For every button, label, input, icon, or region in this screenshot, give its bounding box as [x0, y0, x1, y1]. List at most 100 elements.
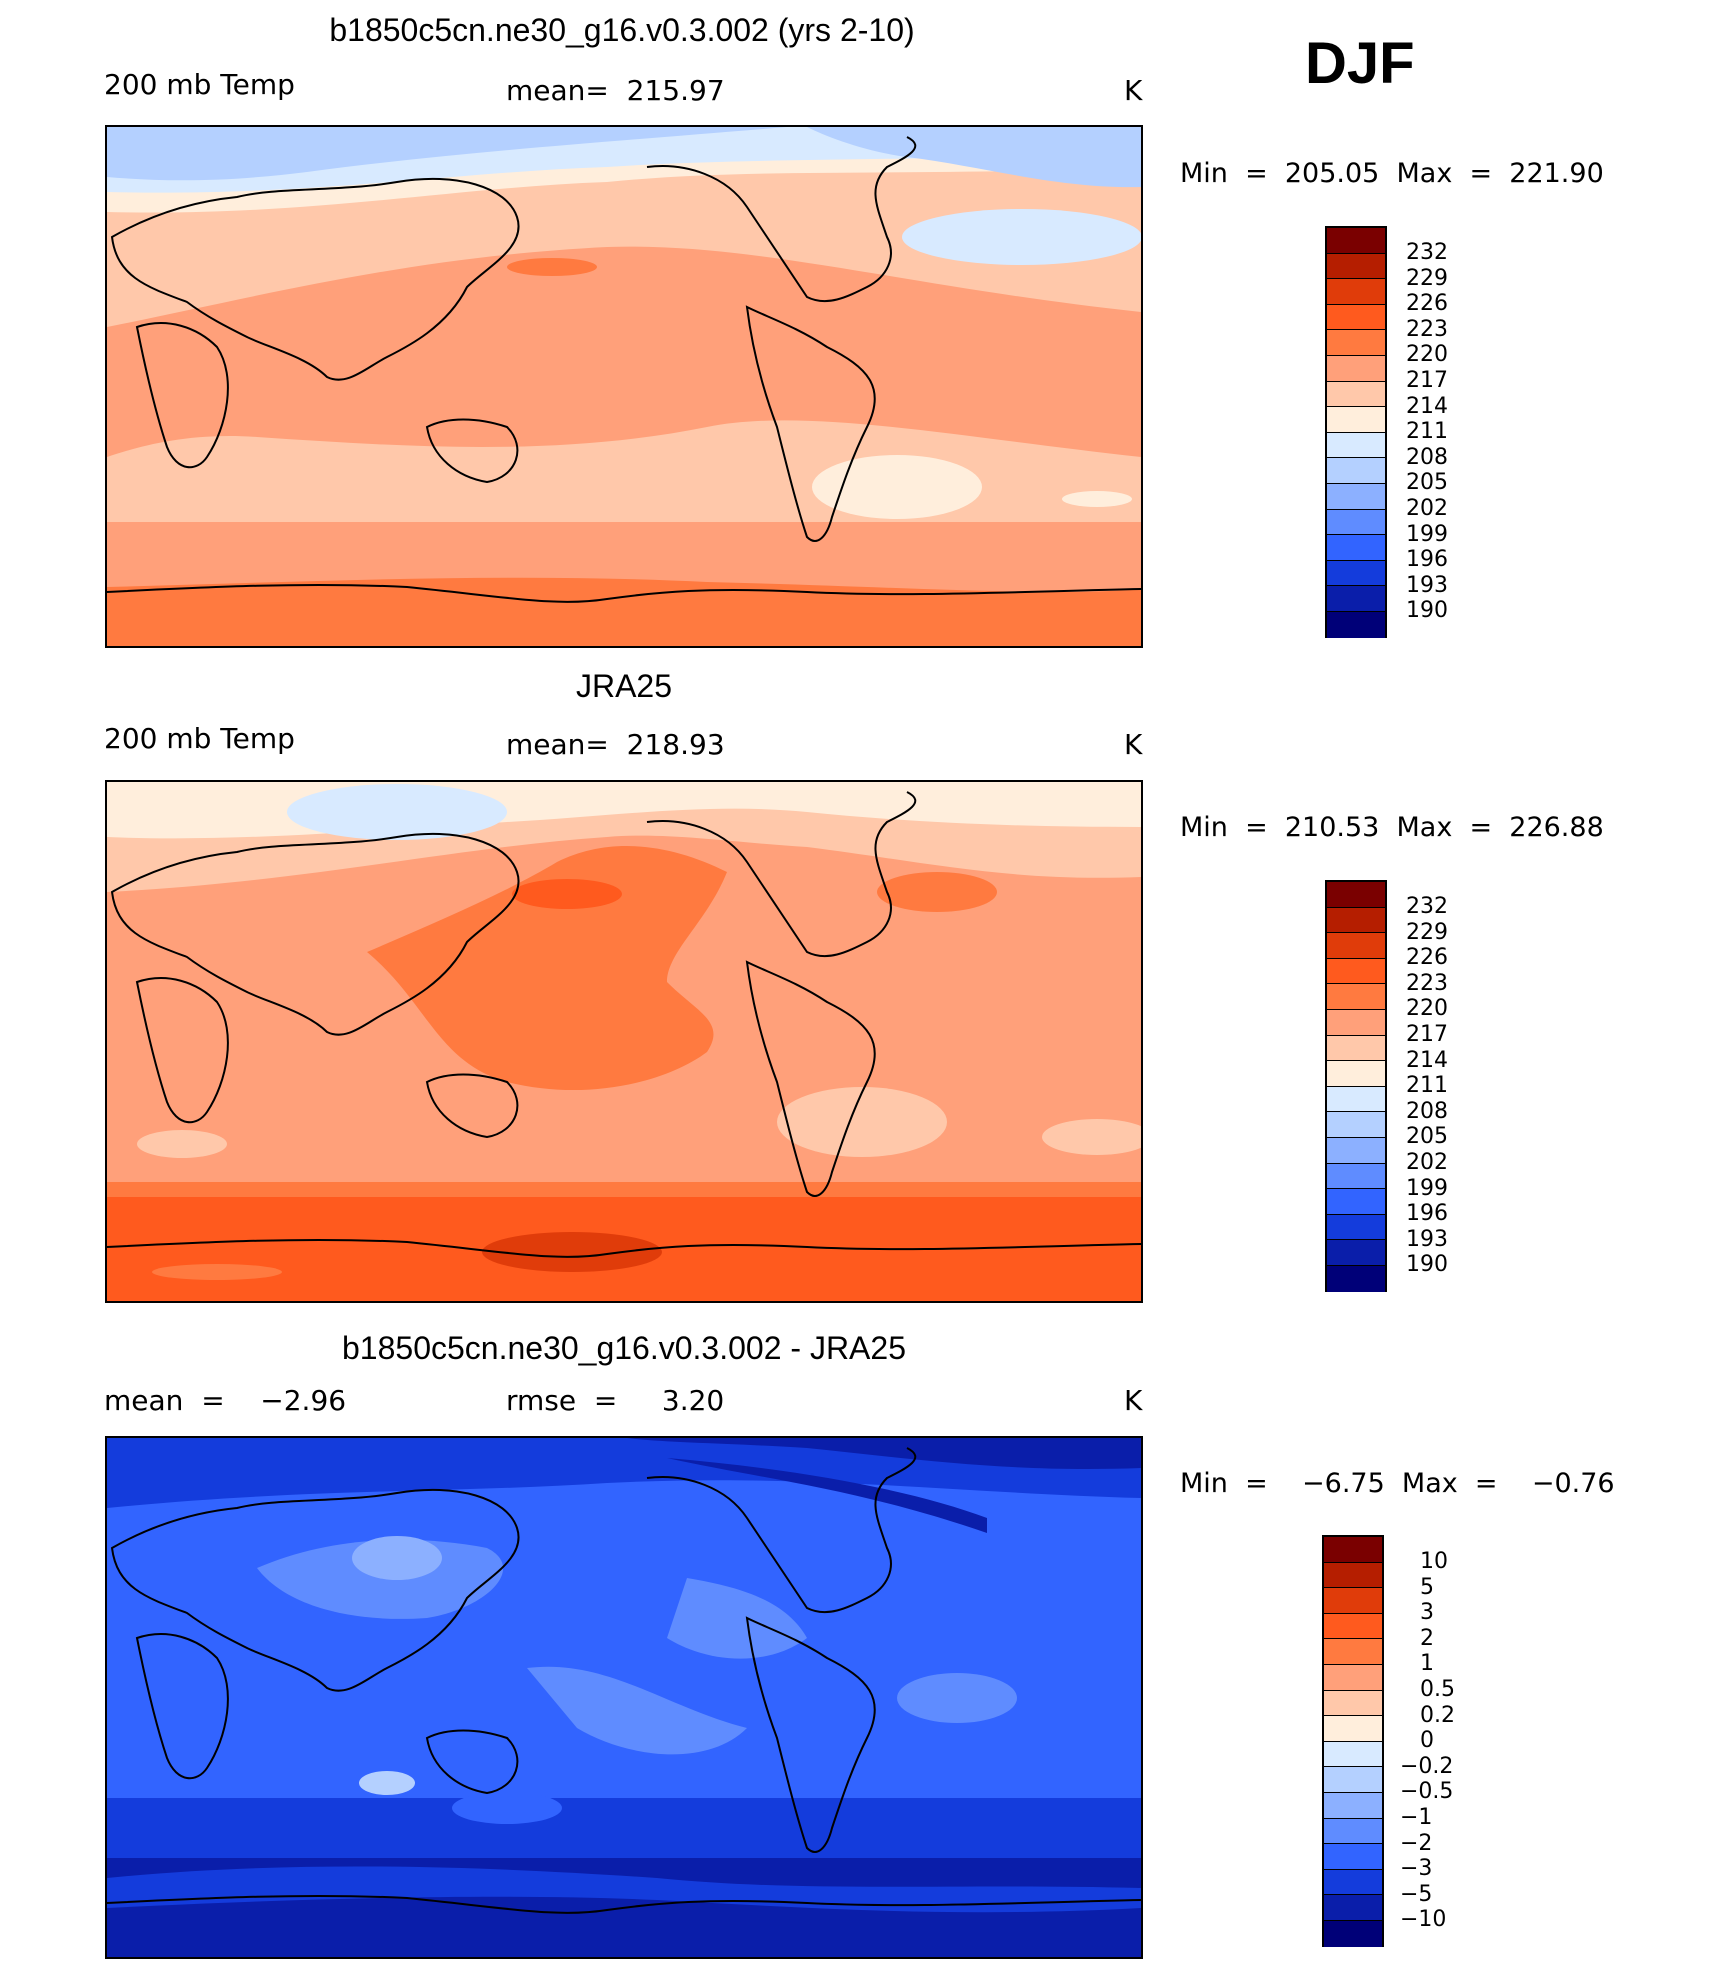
- panel3-colorbar-label: 3: [1420, 1600, 1434, 1626]
- panel2-colorbar-label: 190: [1406, 1252, 1448, 1278]
- panel1-field-blob: [507, 258, 597, 276]
- panel1-coastlines: [107, 136, 1141, 603]
- panel1-colorbar-swatch: [1327, 535, 1385, 561]
- panel2-colorbar-label: 217: [1406, 1022, 1448, 1047]
- panel2-field-blob: [877, 872, 997, 912]
- panel1-colorbar-swatch: [1327, 304, 1385, 331]
- panel1-colorbar-swatch: [1327, 458, 1385, 484]
- panel3-colorbar-swatch: [1324, 1920, 1382, 1947]
- panel3-colorbar-swatch: [1324, 1792, 1382, 1819]
- panel1-colorbar-swatch: [1327, 279, 1385, 305]
- panel1-colorbar-label: 226: [1406, 291, 1448, 317]
- panel1-colorbar-label: 220: [1406, 342, 1448, 368]
- panel3-colorbar-swatch: [1324, 1537, 1382, 1563]
- panel3-colorbar-label: 0: [1420, 1728, 1434, 1754]
- panel3-map: [105, 1436, 1143, 1959]
- panel1-colorbar-swatch: [1327, 253, 1385, 280]
- panel2-colorbar-label: 193: [1406, 1226, 1448, 1252]
- panel3-colorbar-label: 1: [1420, 1651, 1434, 1677]
- panel3-field-band: [627, 1438, 1141, 1469]
- panel1-colorbar-labels: 232 229 226 223 220 217 214 211 208 205 …: [1406, 242, 1506, 622]
- panel2-colorbar-swatch: [1327, 1112, 1385, 1138]
- panel1-map: [105, 125, 1143, 648]
- panel3-colorbar-swatch: [1324, 1741, 1382, 1768]
- panel3-mean-label: mean = −2.96: [104, 1384, 347, 1417]
- panel3-colorbar-label: 2: [1420, 1625, 1434, 1651]
- panel2-colorbar-label: 202: [1406, 1150, 1448, 1175]
- panel3-rmse-label: rmse = 3.20: [506, 1384, 725, 1417]
- panel3-colorbar-swatch: [1324, 1664, 1382, 1691]
- panel3-field-blob: [352, 1536, 442, 1580]
- panel1-title: b1850c5cn.ne30_g16.v0.3.002 (yrs 2-10): [329, 12, 915, 48]
- panel2-field-blob: [367, 845, 727, 1091]
- panel1-colorbar-label: 229: [1406, 265, 1448, 291]
- panel2-mean-label: mean= 218.93: [506, 728, 725, 761]
- panel3-colorbar-swatch: [1324, 1818, 1382, 1845]
- panel2-colorbar-swatch: [1327, 958, 1385, 985]
- panel3-colorbar-label: 0.5: [1420, 1677, 1455, 1702]
- panel3-colorbar-label: −2: [1400, 1830, 1433, 1856]
- panel2-colorbar-label: 226: [1406, 945, 1448, 971]
- panel3-field-blob: [452, 1792, 562, 1824]
- panel3-colorbar-swatch: [1324, 1844, 1382, 1870]
- panel2-field-blob: [482, 1232, 662, 1272]
- panel1-field-blob: [1062, 491, 1132, 507]
- panel1-colorbar-label: 202: [1406, 496, 1448, 521]
- panel1-colorbar-label: 199: [1406, 521, 1448, 547]
- season-label: DJF: [1305, 31, 1415, 96]
- panel1-colorbar-label: 214: [1406, 393, 1448, 419]
- panel1-colorbar: [1325, 226, 1387, 638]
- panel1-colorbar-label: 196: [1406, 547, 1448, 573]
- panel2-colorbar-label: 199: [1406, 1175, 1448, 1201]
- panel3-colorbar-label: −10: [1400, 1907, 1447, 1933]
- panel3-field-blob: [897, 1673, 1017, 1723]
- panel2-colorbar-label: 205: [1406, 1124, 1448, 1150]
- panel2-colorbar-swatch: [1327, 1086, 1385, 1113]
- panel2-colorbar-swatch: [1327, 1189, 1385, 1215]
- panel2-colorbar-label: 232: [1406, 894, 1448, 919]
- panel1-colorbar-label: 205: [1406, 470, 1448, 496]
- panel3-colorbar-swatch: [1324, 1613, 1382, 1640]
- panel3-field-band: [107, 1866, 1141, 1913]
- panel1-colorbar-swatch: [1327, 330, 1385, 356]
- panel1-colorbar-swatch: [1327, 355, 1385, 382]
- panel2-coastlines: [107, 791, 1141, 1258]
- panel1-colorbar-label: 193: [1406, 572, 1448, 598]
- panel2-colorbar-label: 214: [1406, 1047, 1448, 1073]
- panel2-colorbar: [1325, 880, 1387, 1292]
- panel3-colorbar-label: 0.2: [1420, 1702, 1455, 1728]
- panel2-colorbar-label: 220: [1406, 996, 1448, 1022]
- panel2-colorbar-swatch: [1327, 1163, 1385, 1190]
- panel2-field-blob: [777, 1087, 947, 1157]
- panel2-colorbar-swatch: [1327, 1214, 1385, 1241]
- panel1-colorbar-swatch: [1327, 432, 1385, 459]
- panel1-colorbar-label: 211: [1406, 419, 1448, 445]
- panel2-colorbar-swatch: [1327, 984, 1385, 1010]
- panel2-colorbar-label: 211: [1406, 1073, 1448, 1099]
- panel3-colorbar-swatch: [1324, 1767, 1382, 1793]
- panel2-field-blob: [287, 784, 507, 840]
- panel3-field-blob: [667, 1578, 807, 1659]
- panel1-colorbar-label: 232: [1406, 240, 1448, 265]
- panel3-colorbar-swatch: [1324, 1716, 1382, 1742]
- panel1-colorbar-label: 223: [1406, 316, 1448, 342]
- panel2-units-label: K: [1124, 728, 1143, 761]
- panel2-colorbar-swatch: [1327, 1009, 1385, 1036]
- panel1-colorbar-swatch: [1327, 483, 1385, 510]
- panel2-colorbar-swatch: [1327, 1240, 1385, 1266]
- panel3-units-label: K: [1124, 1384, 1143, 1417]
- panel1-colorbar-label: 217: [1406, 368, 1448, 393]
- panel2-colorbar-swatch: [1327, 882, 1385, 908]
- panel2-colorbar-swatch: [1327, 1061, 1385, 1087]
- panel2-variable-label: 200 mb Temp: [104, 722, 295, 755]
- panel1-mean-label: mean= 215.97: [506, 74, 725, 107]
- panel1-units-label: K: [1124, 74, 1143, 107]
- panel2-colorbar-swatch: [1327, 1137, 1385, 1164]
- panel1-colorbar-swatch: [1327, 611, 1385, 638]
- panel3-colorbar-label: 5: [1420, 1574, 1434, 1600]
- panel3-field-blob: [527, 1666, 747, 1755]
- panel2-colorbar-label: 196: [1406, 1201, 1448, 1227]
- panel3-colorbar-label: −0.5: [1400, 1779, 1454, 1805]
- panel2-colorbar-swatch: [1327, 1035, 1385, 1062]
- panel3-colorbar-label: 10: [1420, 1549, 1448, 1574]
